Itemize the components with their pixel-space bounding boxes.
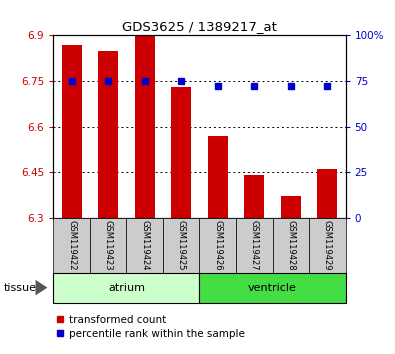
Text: GSM119424: GSM119424 (140, 221, 149, 271)
Bar (236, 218, 273, 273)
Text: ventricle: ventricle (248, 282, 297, 293)
Bar (163, 218, 199, 273)
Text: GSM119427: GSM119427 (250, 221, 259, 271)
Text: GSM119423: GSM119423 (103, 221, 113, 271)
Bar (199, 273, 346, 303)
Bar (90, 218, 126, 273)
Bar (62, 45, 82, 218)
Text: GSM119428: GSM119428 (286, 221, 295, 271)
Text: tissue: tissue (4, 282, 37, 293)
Bar (281, 196, 301, 218)
Text: GSM119429: GSM119429 (323, 221, 332, 271)
Bar (273, 218, 309, 273)
Text: atrium: atrium (108, 282, 145, 293)
Bar (244, 175, 264, 218)
Bar (53, 218, 90, 273)
Bar (199, 218, 236, 273)
Bar (171, 87, 191, 218)
Bar (317, 169, 337, 218)
Text: GSM119425: GSM119425 (177, 221, 186, 271)
Text: GSM119422: GSM119422 (67, 221, 76, 271)
Legend: transformed count, percentile rank within the sample: transformed count, percentile rank withi… (55, 315, 245, 339)
Bar (126, 218, 163, 273)
Bar (309, 218, 346, 273)
Text: GSM119426: GSM119426 (213, 221, 222, 271)
Title: GDS3625 / 1389217_at: GDS3625 / 1389217_at (122, 20, 277, 33)
Bar (98, 51, 118, 218)
Bar (135, 35, 155, 218)
Bar (53, 273, 199, 303)
Bar (208, 136, 228, 218)
